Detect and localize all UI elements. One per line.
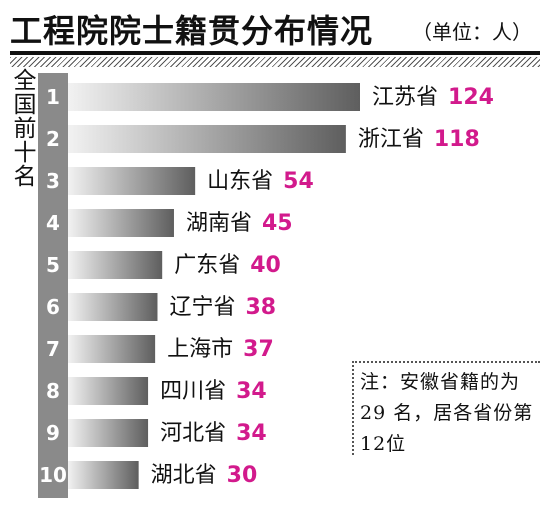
bar: [68, 293, 158, 321]
value-label: 34: [236, 379, 267, 404]
category-label: 广东省: [174, 253, 240, 278]
rank-number: 10: [39, 463, 67, 487]
category-label: 湖北省: [151, 463, 217, 488]
rank-number: 7: [46, 337, 60, 361]
value-label: 54: [283, 169, 314, 194]
rank-number: 1: [46, 85, 60, 109]
value-label: 40: [250, 253, 281, 278]
rank-number: 4: [46, 211, 60, 235]
value-label: 30: [227, 463, 258, 488]
bar: [68, 419, 149, 447]
category-label: 辽宁省: [169, 295, 235, 320]
category-label: 上海市: [167, 337, 233, 362]
side-label: 全国前十名: [9, 68, 35, 188]
rank-number: 5: [46, 253, 60, 277]
unit-label: （单位：人）: [412, 20, 532, 44]
category-label: 山东省: [207, 169, 273, 194]
rank-number: 2: [46, 127, 60, 151]
bar: [68, 83, 360, 111]
value-label: 124: [448, 85, 494, 110]
rank-strip: [38, 73, 68, 498]
rank-number: 9: [46, 421, 60, 445]
bar: [68, 125, 346, 153]
category-label: 江苏省: [372, 85, 438, 110]
category-label: 湖南省: [186, 211, 252, 236]
value-label: 38: [245, 295, 276, 320]
bar: [68, 461, 139, 489]
bar: [68, 167, 196, 195]
bar: [68, 209, 174, 237]
value-label: 45: [262, 211, 293, 236]
bar: [68, 377, 149, 405]
rank-number: 8: [46, 379, 60, 403]
hatch-divider: [10, 57, 540, 67]
value-label: 118: [434, 127, 480, 152]
value-label: 34: [236, 421, 267, 446]
value-label: 37: [243, 337, 274, 362]
chart-title: 工程院院士籍贯分布情况: [10, 12, 374, 50]
rank-number: 3: [46, 169, 60, 193]
title-underline: [10, 51, 540, 55]
category-label: 浙江省: [358, 127, 424, 152]
category-label: 河北省: [160, 421, 226, 446]
note-box: [352, 361, 540, 455]
rank-number: 6: [46, 295, 60, 319]
category-label: 四川省: [160, 379, 226, 404]
bar: [68, 335, 156, 363]
bar: [68, 251, 163, 279]
footnote: 注：安徽省籍的为 29 名，居各省份第12位: [360, 371, 534, 455]
